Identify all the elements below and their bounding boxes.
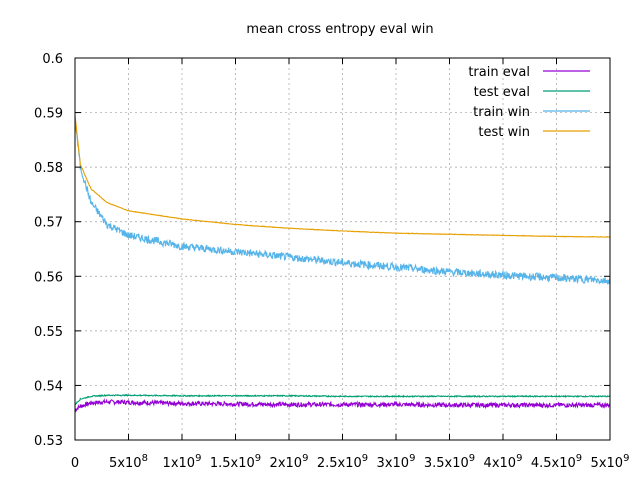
y-tick-label: 0.57 (34, 216, 63, 231)
y-tick-label: 0.58 (34, 161, 63, 176)
x-tick-label: 0 (71, 456, 79, 471)
x-tick-label: 2x109 (270, 453, 309, 471)
series-line-train-win (74, 119, 611, 285)
legend-label: train eval (468, 65, 530, 80)
legend: train eval test eval train win test win (468, 65, 590, 140)
legend-label: train win (473, 105, 530, 120)
series-line-test-win (74, 115, 611, 238)
x-tick-label: 5x108 (109, 453, 148, 471)
y-tick-label: 0.55 (34, 325, 63, 340)
chart-title: mean cross entropy eval win (246, 22, 433, 37)
legend-label: test eval (474, 85, 530, 100)
x-tick-label: 4.5x109 (531, 453, 582, 471)
x-tick-label: 1x109 (163, 453, 202, 471)
y-tick-label: 0.6 (42, 52, 63, 67)
y-tick-label: 0.53 (34, 434, 63, 449)
y-tick-label: 0.59 (34, 107, 63, 122)
x-tick-label: 5x109 (591, 453, 630, 471)
x-tick-label: 1.5x109 (210, 453, 261, 471)
y-tick-label: 0.54 (34, 379, 63, 394)
series-line-test-eval (74, 393, 611, 406)
x-tick-label: 4x109 (484, 453, 523, 471)
x-tick-label: 2.5x109 (317, 453, 368, 471)
plot-frame (74, 57, 611, 441)
axes: 0.53 0.54 0.55 0.56 0.57 0.58 0.59 0.6 0 5x108 1x1… (34, 52, 629, 471)
legend-label: test win (478, 125, 530, 140)
series-line-train-eval (74, 397, 611, 413)
series-layer (74, 115, 611, 413)
x-tick-label: 3.5x109 (424, 453, 475, 471)
y-tick-label: 0.56 (34, 270, 63, 285)
x-tick-label: 3x109 (377, 453, 416, 471)
